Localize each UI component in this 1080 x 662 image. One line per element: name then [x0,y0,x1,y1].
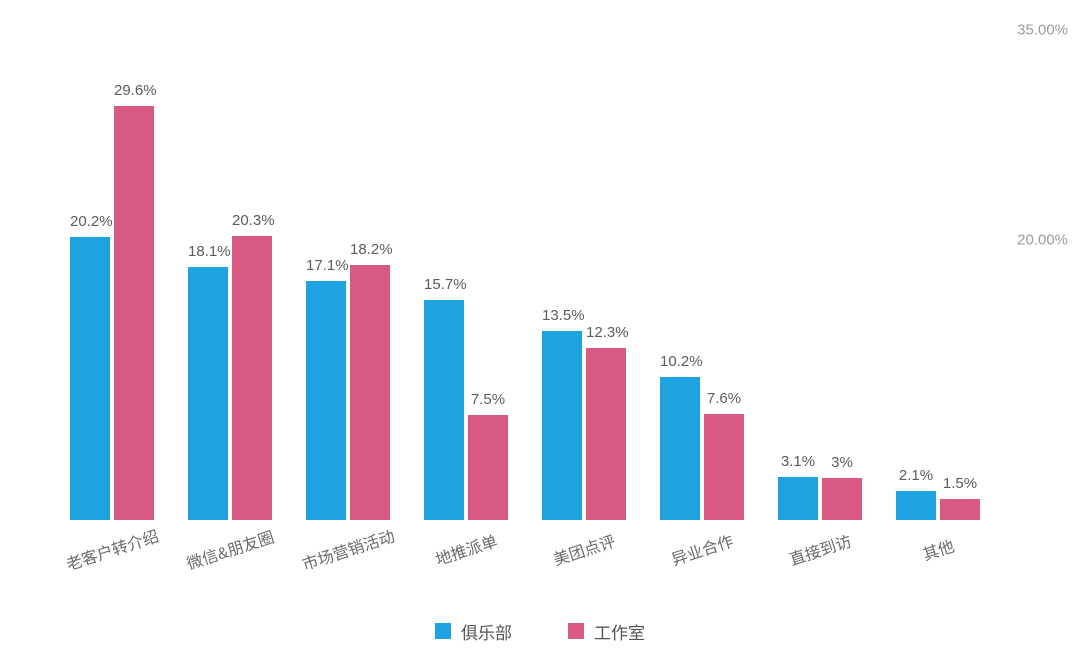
bar-value-label: 15.7% [424,276,464,293]
bar: 7.5% [468,415,508,520]
bar: 3.1% [778,477,818,520]
x-tick-label: 美团点评 [550,528,618,571]
x-tick-label: 异业合作 [668,528,736,571]
x-tick-label: 直接到访 [786,528,854,571]
y-axis: 20.00%35.00% [998,30,1068,520]
bar: 20.2% [70,237,110,520]
bar-group: 18.1%20.3% [182,30,278,520]
bar-value-label: 13.5% [542,307,582,324]
bar: 1.5% [940,499,980,520]
bar: 15.7% [424,300,464,520]
bar-value-label: 18.2% [350,241,390,258]
bar-group: 20.2%29.6% [64,30,160,520]
bar-group: 13.5%12.3% [536,30,632,520]
bar-group: 15.7%7.5% [418,30,514,520]
bar-group: 2.1%1.5% [890,30,986,520]
legend-item: 俱乐部 [435,619,512,644]
bar-value-label: 7.5% [468,391,508,408]
x-tick-label: 地推派单 [432,528,500,571]
bar: 13.5% [542,331,582,520]
legend: 俱乐部 工作室 [0,619,1080,645]
legend-item: 工作室 [568,619,645,644]
bar: 18.1% [188,267,228,520]
bar-value-label: 3% [822,454,862,471]
bar-value-label: 12.3% [586,324,626,341]
bar-value-label: 1.5% [940,475,980,492]
bar-value-label: 29.6% [114,82,154,99]
bar-group: 17.1%18.2% [300,30,396,520]
bar-value-label: 18.1% [188,243,228,260]
bar: 20.3% [232,236,272,520]
bar-value-label: 17.1% [306,257,346,274]
legend-label: 工作室 [594,619,645,644]
bar: 17.1% [306,281,346,520]
x-tick-label: 微信&朋友圈 [183,524,277,575]
x-tick-label: 老客户转介绍 [63,523,162,575]
bar: 10.2% [660,377,700,520]
y-tick-label: 20.00% [1017,232,1068,249]
grouped-bar-chart: 20.2%29.6%18.1%20.3%17.1%18.2%15.7%7.5%1… [0,0,1080,662]
x-axis: 老客户转介绍微信&朋友圈市场营销活动地推派单 美团点评 异业合作 直接到访 其他 [50,525,1000,585]
bar-value-label: 7.6% [704,390,744,407]
bar-value-label: 2.1% [896,467,936,484]
bar: 2.1% [896,491,936,520]
legend-swatch [435,623,451,639]
legend-swatch [568,623,584,639]
bar-value-label: 3.1% [778,453,818,470]
bar: 18.2% [350,265,390,520]
bars-layer: 20.2%29.6%18.1%20.3%17.1%18.2%15.7%7.5%1… [50,30,1000,520]
bar-value-label: 20.3% [232,212,272,229]
x-tick-label: 市场营销活动 [299,523,398,575]
bar: 12.3% [586,348,626,520]
bar-value-label: 10.2% [660,353,700,370]
legend-label: 俱乐部 [461,619,512,644]
x-tick-label: 其他 [919,533,957,566]
y-tick-label: 35.00% [1017,22,1068,39]
bar: 7.6% [704,414,744,520]
bar: 29.6% [114,106,154,520]
bar-value-label: 20.2% [70,213,110,230]
bar: 3% [822,478,862,520]
bar-group: 3.1%3% [772,30,868,520]
bar-group: 10.2%7.6% [654,30,750,520]
plot-area: 20.2%29.6%18.1%20.3%17.1%18.2%15.7%7.5%1… [50,30,1000,520]
